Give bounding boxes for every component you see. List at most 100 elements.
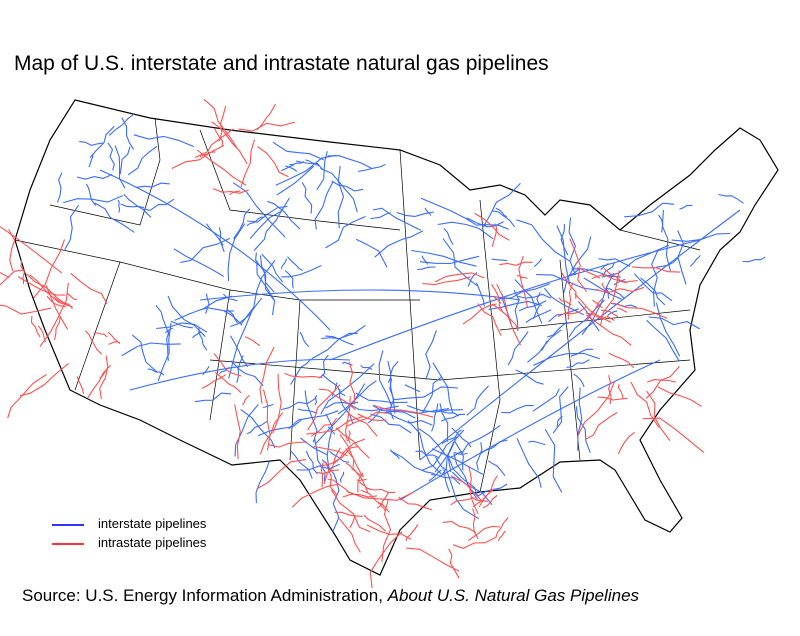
- pipeline-segment: [213, 127, 224, 146]
- pipeline-segment: [196, 149, 247, 186]
- source-prefix: Source: U.S. Energy Information Administ…: [22, 586, 388, 605]
- pipeline-segment: [63, 195, 124, 204]
- pipeline-segment: [337, 380, 377, 415]
- pipeline-segment: [602, 262, 615, 277]
- pipeline-segment: [454, 451, 468, 455]
- pipeline-segment: [475, 221, 504, 226]
- pipeline-segment: [67, 292, 77, 300]
- pipeline-segment: [557, 306, 587, 318]
- pipeline-segment: [406, 404, 463, 413]
- intrastate-pipelines: [0, 98, 705, 589]
- pipeline-segment: [246, 216, 263, 227]
- pipeline-segment: [120, 203, 145, 209]
- pipeline-segment: [646, 390, 671, 442]
- pipeline-segment: [205, 223, 224, 246]
- pipeline-segment: [398, 496, 433, 511]
- pipeline-segment: [121, 117, 135, 150]
- source-publication: About U.S. Natural Gas Pipelines: [387, 586, 640, 605]
- pipeline-segment: [439, 410, 460, 417]
- pipeline-segment: [450, 475, 484, 503]
- pipeline-trunk: [399, 359, 661, 501]
- pipeline-segment: [585, 314, 632, 346]
- pipeline-segment: [363, 514, 387, 532]
- map-title: Map of U.S. interstate and intrastate na…: [14, 52, 549, 75]
- pipeline-segment: [234, 403, 259, 457]
- pipeline-segment: [560, 223, 569, 256]
- pipeline-segment: [475, 282, 485, 307]
- pipeline-segment: [70, 272, 108, 304]
- pipeline-segment: [655, 302, 681, 357]
- legend-label: interstate pipelines: [98, 516, 207, 531]
- pipeline-segment: [453, 452, 478, 500]
- pipeline-segment: [360, 489, 390, 513]
- pipeline-segment: [348, 361, 356, 405]
- pipeline-segment: [651, 249, 659, 307]
- pipeline-segment: [157, 322, 172, 382]
- pipeline-segment: [301, 182, 313, 214]
- pipeline-segment: [661, 209, 672, 272]
- pipeline-segment: [372, 405, 416, 419]
- pipeline-segment: [348, 430, 351, 444]
- pipeline-segment: [253, 208, 284, 251]
- pipeline-segment: [566, 359, 590, 368]
- pipeline-segment: [334, 511, 363, 517]
- interstate-pipelines: [56, 113, 766, 533]
- pipeline-segment: [272, 141, 324, 161]
- pipeline-segment: [404, 384, 421, 393]
- pipeline-segment: [366, 524, 412, 540]
- pipeline-segment: [281, 265, 322, 278]
- pipeline-segment: [584, 412, 618, 440]
- pipeline-segment: [577, 381, 615, 436]
- pipeline-segment: [256, 260, 276, 315]
- pipeline-segment: [599, 270, 620, 326]
- pipeline-segment: [257, 146, 289, 178]
- pipeline-segment: [321, 373, 346, 397]
- pipeline-segment: [370, 413, 412, 434]
- pipeline-segment: [381, 498, 392, 563]
- pipeline-segment: [491, 303, 519, 331]
- pipeline-segment: [107, 331, 121, 345]
- pipeline-segment: [377, 502, 386, 512]
- pipeline-segment: [344, 400, 399, 412]
- pipeline-segment: [432, 362, 454, 414]
- pipeline-segment: [576, 267, 601, 279]
- pipeline-segment: [199, 307, 234, 312]
- pipeline-segment: [573, 373, 585, 388]
- pipeline-segment: [198, 327, 208, 351]
- pipeline-segment: [275, 154, 336, 186]
- pipeline-segment: [568, 217, 577, 276]
- pipeline-segment: [174, 295, 233, 321]
- pipeline-segment: [570, 348, 593, 357]
- pipeline-segment: [441, 429, 462, 444]
- pipeline-segment: [234, 404, 241, 460]
- pipeline-segment: [307, 384, 341, 431]
- pipeline-segment: [290, 450, 313, 479]
- pipeline-segment: [121, 342, 181, 357]
- pipeline-segment: [356, 478, 367, 482]
- pipeline-segment: [546, 322, 571, 338]
- pipeline-trunk: [329, 239, 701, 361]
- pipeline-segment: [445, 468, 479, 520]
- pipeline-segment: [525, 309, 552, 323]
- pipeline-segment: [376, 492, 390, 509]
- pipeline-segment: [314, 181, 334, 230]
- pipeline-segment: [608, 375, 612, 405]
- legend-item-interstate: interstate pipelines: [52, 516, 206, 531]
- pipeline-segment: [30, 315, 41, 338]
- pipeline-segment: [337, 166, 345, 229]
- interstate-swatch: [52, 523, 84, 526]
- pipeline-segment: [203, 98, 238, 149]
- pipeline-segment: [677, 230, 687, 285]
- pipeline-segment: [452, 536, 497, 549]
- pipeline-segment: [25, 273, 69, 307]
- pipeline-segment: [407, 420, 442, 475]
- pipeline-segment: [249, 197, 290, 239]
- pipeline-segment: [434, 429, 465, 473]
- pipeline-segment: [287, 256, 303, 271]
- pipeline-segment: [460, 424, 501, 455]
- pipeline-segment: [657, 386, 702, 407]
- pipeline-segment: [236, 355, 244, 383]
- pipeline-segment: [240, 139, 256, 187]
- pipeline-segment: [574, 293, 612, 323]
- pipeline-segment: [527, 329, 562, 363]
